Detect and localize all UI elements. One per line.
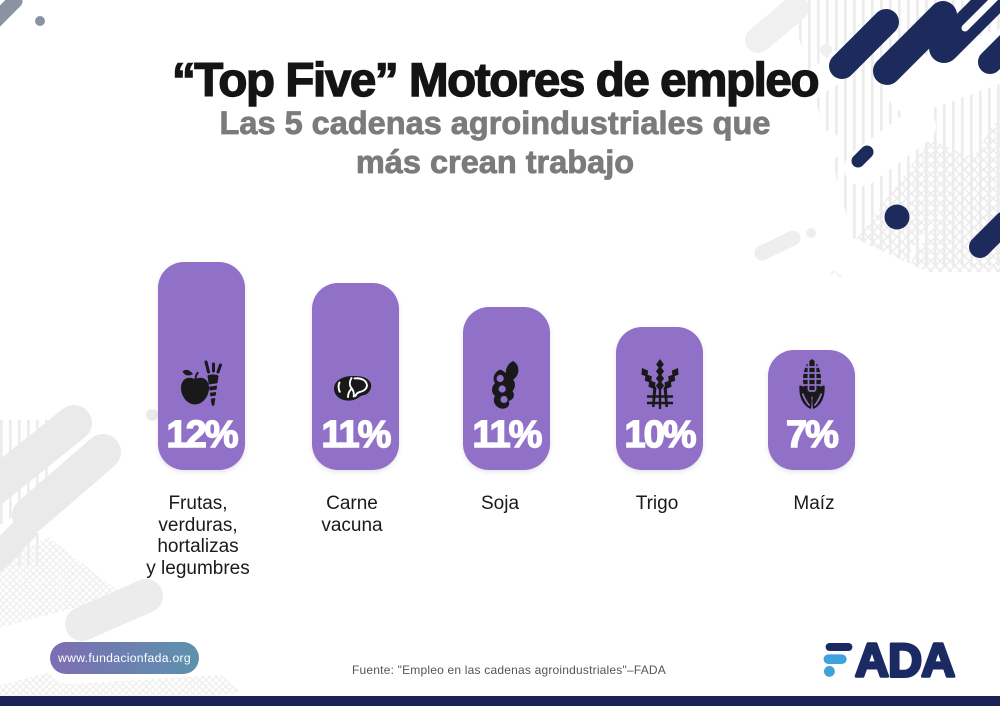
- svg-text:ADA: ADA: [855, 636, 954, 684]
